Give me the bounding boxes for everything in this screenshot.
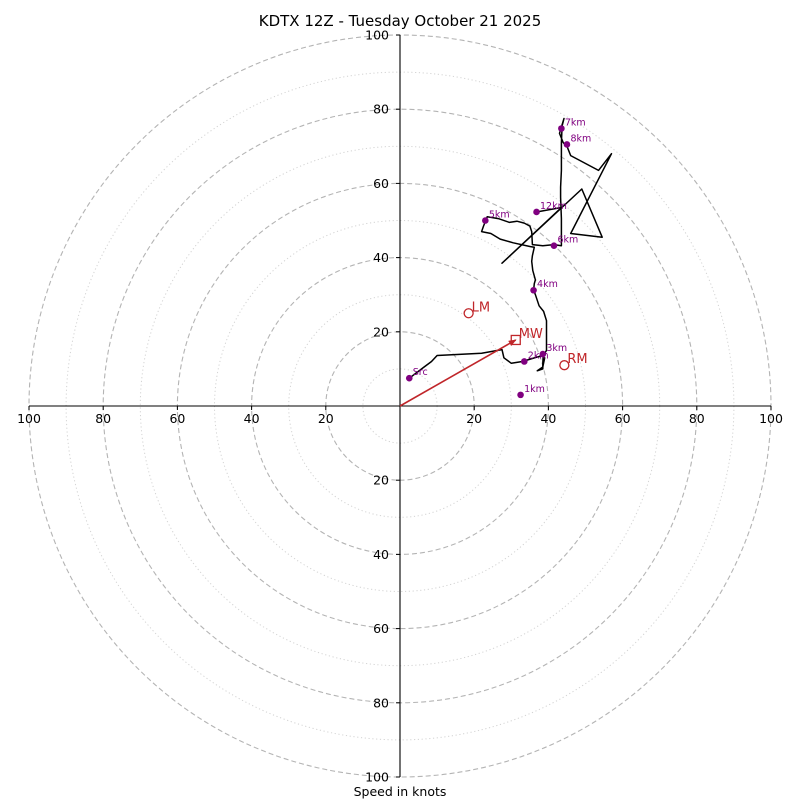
height-label-2km: 2km: [528, 350, 549, 361]
height-marker-8km: [563, 141, 571, 148]
x-tick-label: 20: [318, 411, 334, 426]
x-tick-label: 60: [615, 411, 631, 426]
y-tick-label: 40: [373, 547, 389, 562]
y-tick-label: 60: [373, 176, 389, 191]
storm-motion-label-rm: RM: [567, 352, 587, 367]
height-label-5km: 5km: [489, 210, 510, 221]
height-marker-4km: [530, 286, 537, 294]
height-marker-2km: [520, 358, 528, 365]
height-marker-5km: [482, 217, 489, 224]
height-marker-3km: [539, 350, 547, 358]
height-marker-src: [405, 374, 413, 382]
y-tick-label: 80: [373, 695, 389, 710]
height-marker-7km: [558, 125, 565, 132]
y-tick-label: 60: [373, 621, 389, 636]
y-tick-label: 80: [373, 102, 389, 117]
y-tick-label: 20: [373, 473, 389, 488]
x-tick-label: 40: [540, 411, 556, 426]
y-tick-label: 100: [365, 28, 389, 43]
y-tick-label: 100: [365, 770, 389, 785]
height-marker-12km: [533, 208, 540, 216]
chart-title: KDTX 12Z - Tuesday October 21 2025: [259, 12, 542, 30]
x-axis-label: Speed in knots: [354, 784, 447, 799]
tick-labels: 100 80 60 40 20 20 40 60 80 100 100 80 60 40 20 20 40 60 8…: [17, 28, 783, 785]
storm-motion-label-mw: MW: [519, 327, 543, 342]
storm-motion-label-lm: LM: [472, 300, 490, 315]
storm-motion-marker-mw: [510, 334, 521, 346]
storm-motion: LM MW RM: [399, 300, 588, 407]
x-tick-label: 100: [17, 411, 41, 426]
x-tick-label: 20: [466, 411, 482, 426]
y-tick-label: 20: [373, 324, 389, 339]
height-label-6km: 6km: [557, 235, 578, 246]
height-label-src: Src: [413, 367, 428, 378]
height-label-7km: 7km: [565, 117, 586, 128]
storm-motion-marker-rm: [559, 360, 570, 371]
height-label-1km: 1km: [524, 384, 545, 395]
y-tick-label: 40: [373, 250, 389, 265]
height-label-8km: 8km: [570, 133, 591, 144]
storm-motion-marker-lm: [463, 308, 474, 319]
hodograph-line: [408, 117, 613, 379]
height-label-3km: 3km: [546, 343, 567, 354]
x-tick-label: 60: [169, 411, 185, 426]
x-tick-label: 80: [95, 411, 111, 426]
mean-wind-arrow: [399, 339, 517, 407]
height-label-12km: 12km: [540, 201, 567, 212]
height-label-4km: 4km: [537, 279, 558, 290]
x-tick-label: 40: [244, 411, 260, 426]
hodograph-trace: [408, 117, 613, 379]
x-tick-label: 80: [689, 411, 705, 426]
height-marker-1km: [517, 391, 524, 399]
x-tick-label: 100: [759, 411, 783, 426]
height-marker-6km: [550, 242, 558, 250]
